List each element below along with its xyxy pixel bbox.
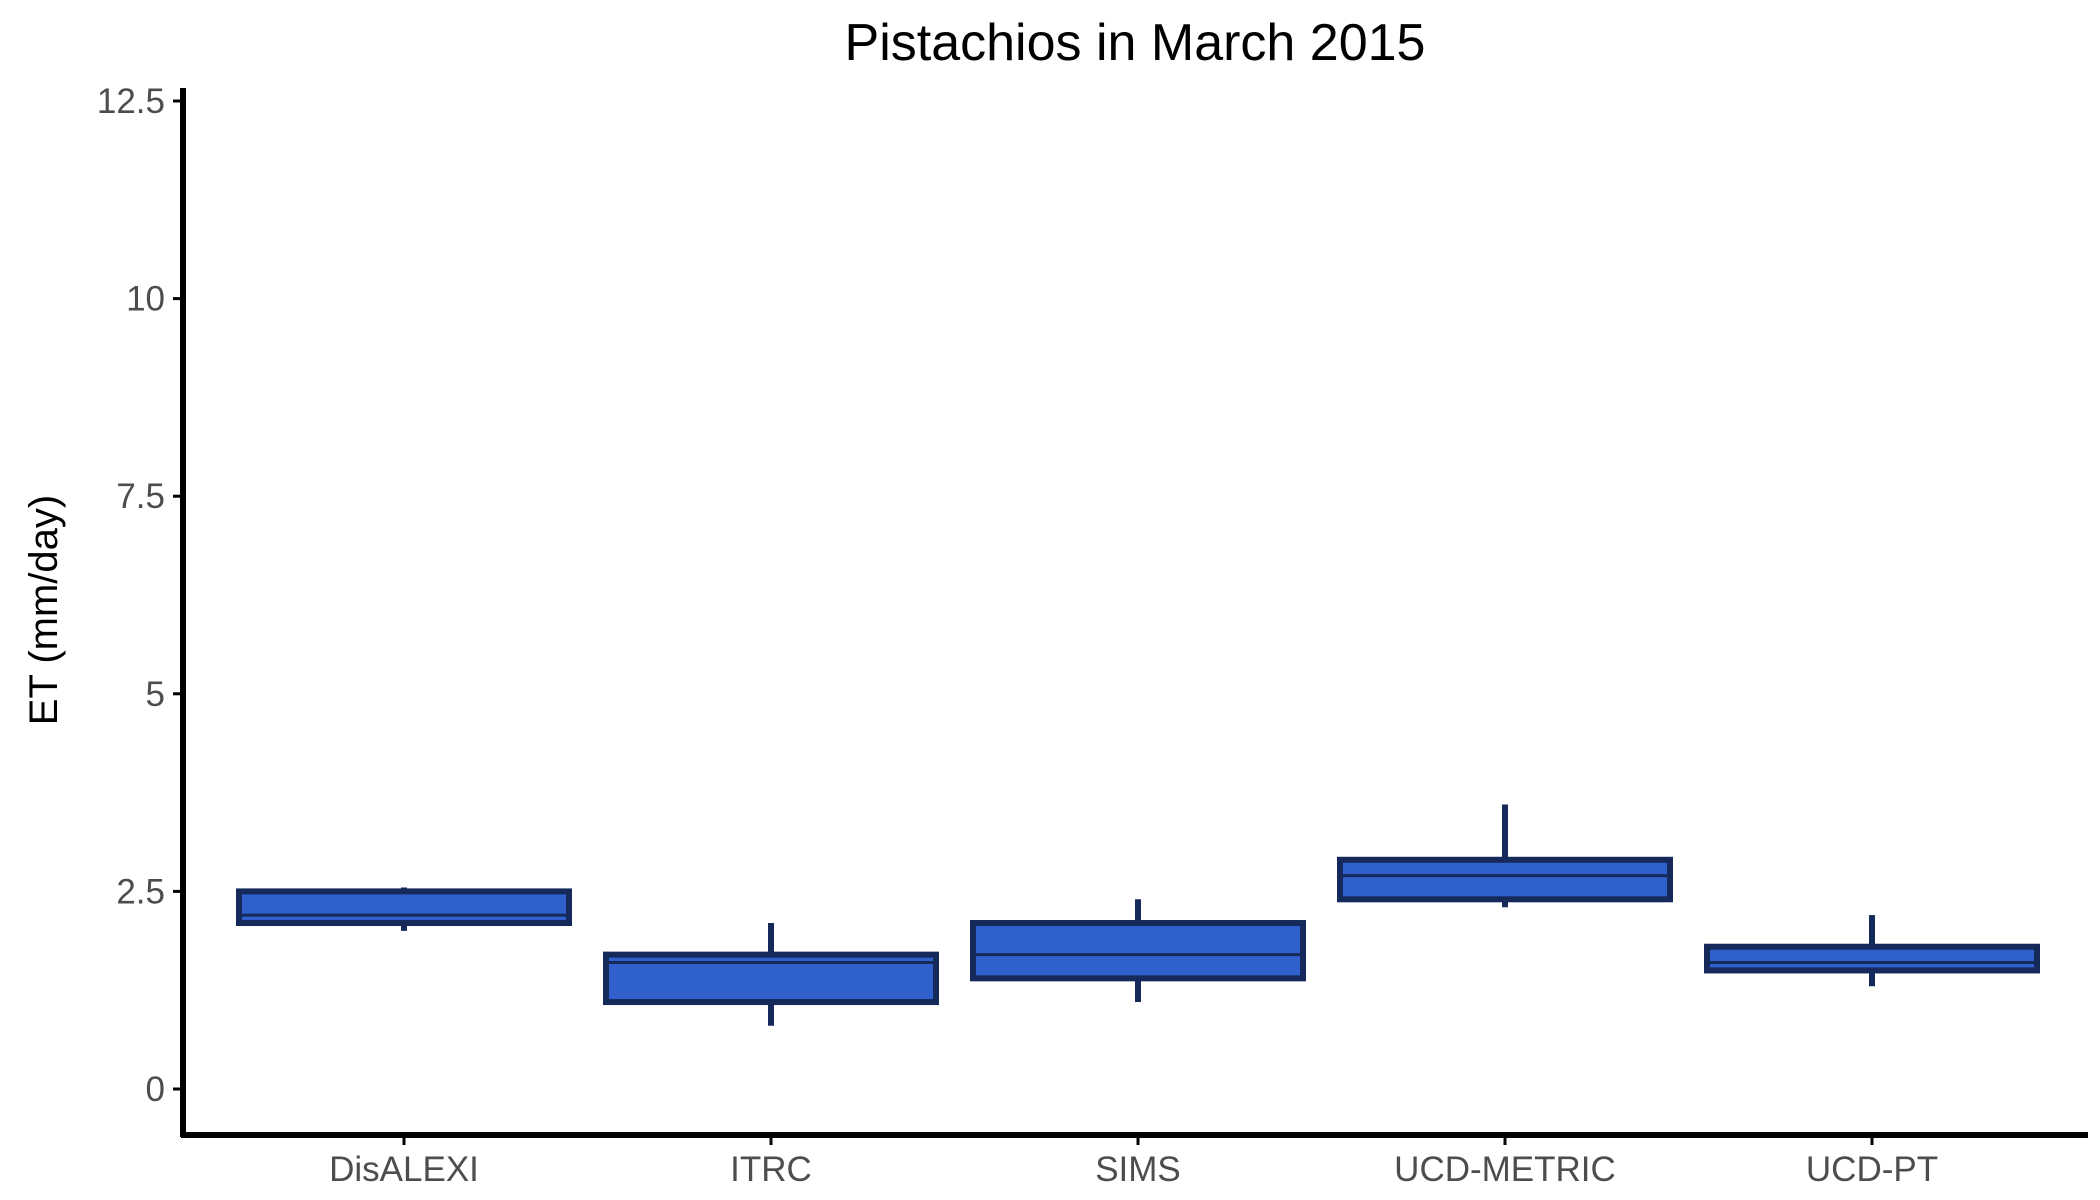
x-tick-label: ITRC bbox=[730, 1150, 812, 1189]
y-tick-label: 12.5 bbox=[97, 82, 165, 121]
box-body bbox=[970, 920, 1306, 982]
box-body bbox=[236, 888, 572, 927]
box-ucd-metric bbox=[1337, 804, 1673, 908]
x-tick-label: UCD-METRIC bbox=[1394, 1150, 1616, 1189]
y-tick-label: 10 bbox=[126, 280, 165, 319]
x-tick-label: DisALEXI bbox=[329, 1150, 479, 1189]
box-disalexi bbox=[236, 887, 572, 931]
box-itrc bbox=[603, 923, 939, 1026]
plot-area: 0 2.5 5 7.5 10 12.5 DisALEXI ITRC SIMS UCD-METRIC… bbox=[97, 82, 2088, 1189]
x-tick-label: UCD-PT bbox=[1806, 1150, 1938, 1189]
y-tick-label: 7.5 bbox=[116, 477, 165, 516]
x-tick-label: SIMS bbox=[1095, 1150, 1181, 1189]
y-tick-label: 0 bbox=[146, 1070, 165, 1109]
box-body bbox=[1704, 943, 2040, 974]
box-sims bbox=[970, 899, 1306, 1003]
y-tick-label: 2.5 bbox=[116, 872, 165, 911]
y-tick-label: 5 bbox=[146, 675, 165, 714]
chart-title: Pistachios in March 2015 bbox=[845, 14, 1426, 72]
box-body bbox=[1337, 856, 1673, 903]
y-axis-label: ET (mm/day) bbox=[22, 495, 66, 725]
box-ucd-pt bbox=[1704, 915, 2040, 987]
